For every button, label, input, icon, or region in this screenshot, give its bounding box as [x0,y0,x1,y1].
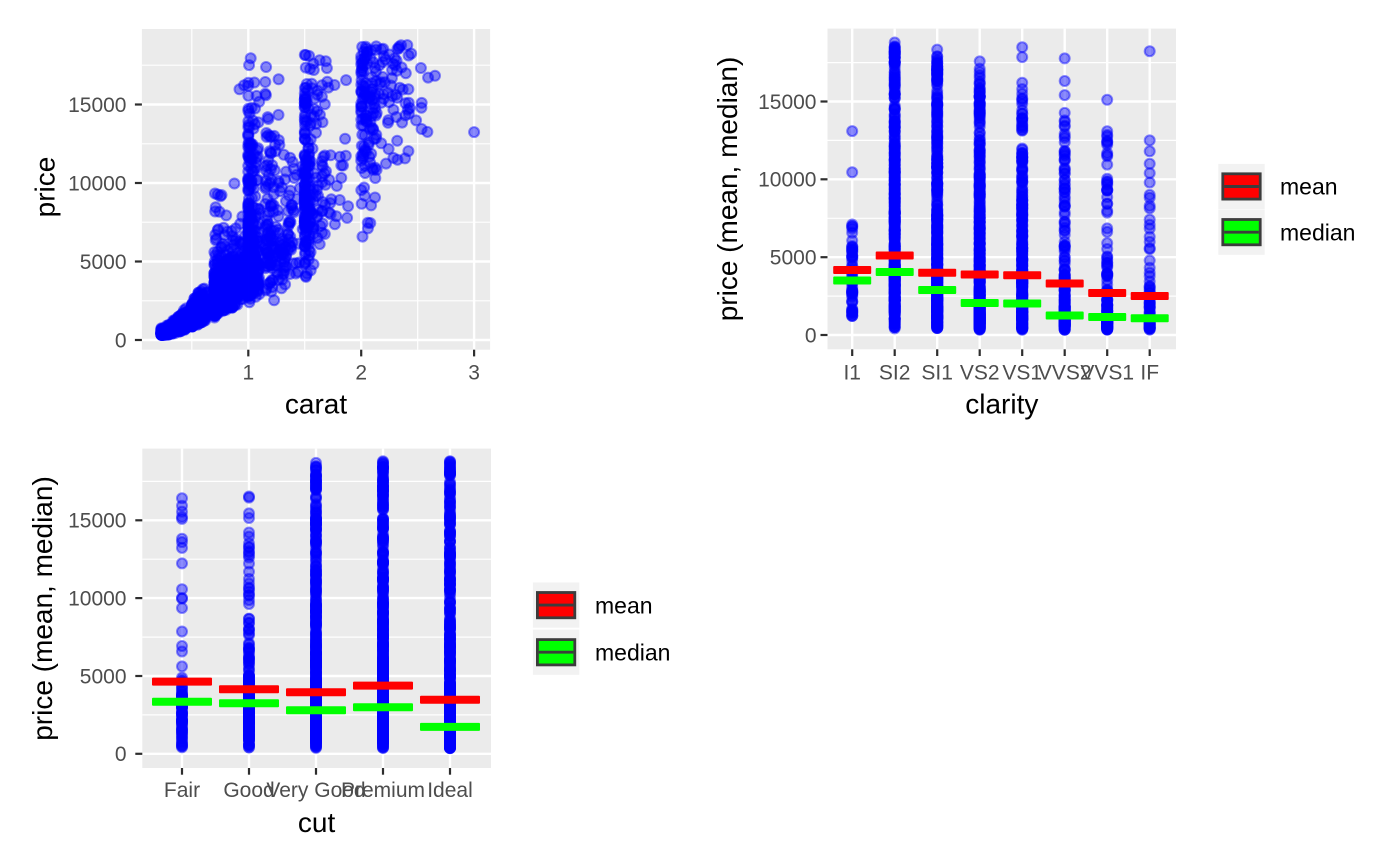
svg-text:clarity: clarity [965,388,1038,419]
svg-text:VVS1: VVS1 [1080,361,1134,384]
svg-text:15000: 15000 [758,91,816,114]
svg-text:0: 0 [805,324,817,347]
svg-text:1: 1 [242,362,254,385]
svg-text:10000: 10000 [68,172,126,195]
svg-text:VVS2: VVS2 [1038,361,1092,384]
svg-text:carat: carat [285,389,347,420]
svg-text:5000: 5000 [770,247,817,270]
svg-text:Good: Good [223,779,274,802]
svg-text:VS1: VS1 [1002,361,1042,384]
svg-text:median: median [1280,219,1355,245]
svg-text:SI2: SI2 [879,361,911,384]
svg-text:mean: mean [1280,174,1338,200]
svg-text:IF: IF [1140,361,1159,384]
svg-text:Ideal: Ideal [427,779,473,802]
svg-text:price (mean, median): price (mean, median) [712,57,743,322]
svg-text:5000: 5000 [80,251,127,274]
svg-text:SI1: SI1 [921,361,953,384]
svg-text:15000: 15000 [68,94,126,117]
svg-text:5000: 5000 [80,665,127,688]
svg-text:Very Good: Very Good [266,779,365,802]
svg-text:cut: cut [298,807,336,838]
svg-text:3: 3 [468,362,480,385]
svg-text:15000: 15000 [68,510,126,533]
svg-text:Fair: Fair [164,779,200,802]
svg-text:price: price [30,157,61,218]
svg-text:0: 0 [115,329,127,352]
svg-text:I1: I1 [843,361,861,384]
svg-text:2: 2 [355,362,367,385]
svg-text:mean: mean [595,592,653,618]
svg-text:0: 0 [115,743,127,766]
svg-text:10000: 10000 [68,587,126,610]
svg-text:Premium: Premium [341,779,425,802]
svg-text:median: median [595,639,670,665]
svg-text:VS2: VS2 [960,361,1000,384]
svg-text:price (mean, median): price (mean, median) [27,476,58,741]
svg-text:10000: 10000 [758,169,816,192]
